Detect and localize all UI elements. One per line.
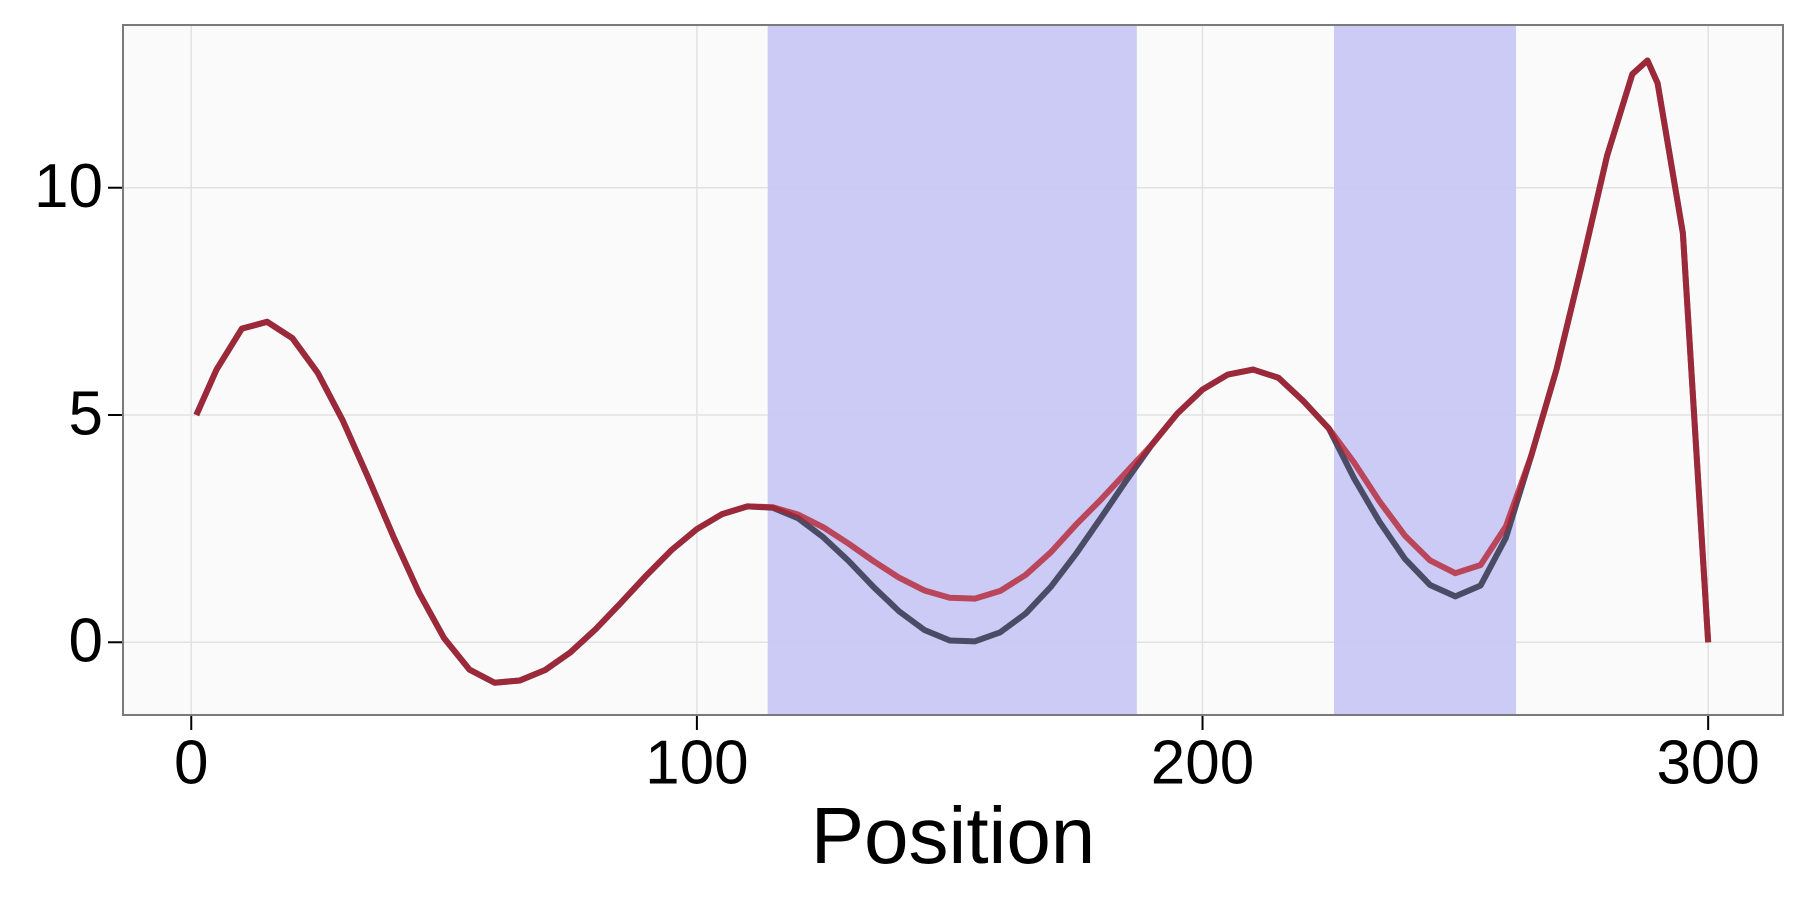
y-tick-label: 0: [69, 607, 103, 676]
y-tick-label: 5: [69, 379, 103, 448]
x-tick-label: 0: [174, 728, 208, 797]
highlight-region: [767, 25, 1137, 715]
x-tick-label: 100: [645, 728, 748, 797]
x-axis-label: Position: [811, 791, 1096, 880]
line-series: [193, 57, 1712, 686]
y-tick-label: 10: [34, 152, 103, 221]
x-tick-label: 300: [1656, 728, 1759, 797]
plot-border: [122, 24, 1784, 716]
x-tick-label: 200: [1151, 728, 1254, 797]
highlight-region: [1333, 25, 1517, 715]
